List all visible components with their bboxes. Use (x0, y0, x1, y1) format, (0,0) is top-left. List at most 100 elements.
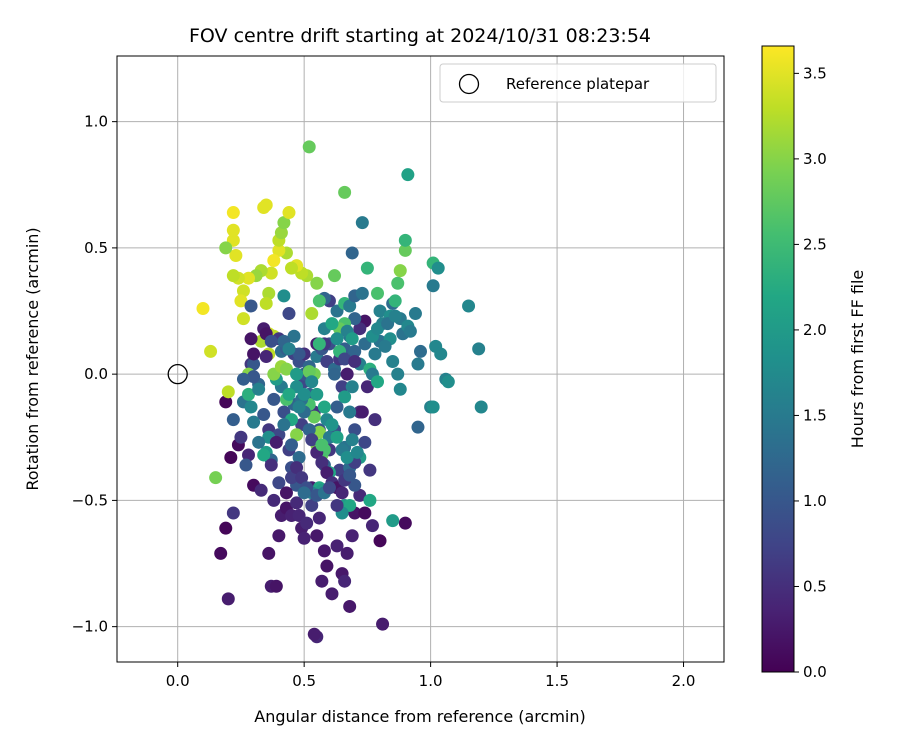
data-point (343, 599, 357, 613)
data-point (229, 248, 243, 262)
data-point (317, 400, 331, 414)
data-point (279, 486, 293, 500)
x-tick-label: 1.0 (419, 672, 443, 690)
data-point (292, 347, 306, 361)
data-point (267, 254, 281, 268)
data-point (345, 332, 359, 346)
data-point (373, 534, 387, 548)
y-axis-ticks: −1.0 −0.5 0.0 0.5 1.0 (72, 113, 117, 636)
colorbar-tick-label: 3.0 (803, 150, 827, 168)
data-point (226, 269, 240, 283)
data-point (360, 380, 374, 394)
data-point (348, 423, 362, 437)
data-point (360, 261, 374, 275)
legend-reference-marker (458, 73, 480, 95)
data-point (355, 216, 369, 230)
data-point (292, 450, 306, 464)
data-point (285, 438, 299, 452)
colorbar-tick-label: 2.5 (803, 235, 827, 253)
data-point (307, 410, 321, 424)
data-point (290, 428, 304, 442)
data-point (267, 392, 281, 406)
data-point (393, 382, 407, 396)
colorbar-ticks: 0.0 0.5 1.0 1.5 2.0 2.5 3.0 3.5 (794, 64, 827, 681)
data-point (315, 456, 329, 470)
data-point (285, 471, 299, 485)
data-point (259, 198, 273, 212)
colorbar-gradient (761, 45, 795, 673)
data-point (269, 579, 283, 593)
data-point (236, 372, 250, 386)
data-point (343, 405, 357, 419)
data-point (358, 506, 372, 520)
data-point (196, 302, 210, 315)
data-point (411, 420, 425, 434)
data-point (363, 493, 377, 507)
y-tick-label: −0.5 (72, 491, 108, 509)
data-point (340, 367, 354, 381)
data-point (335, 380, 349, 394)
data-point (224, 450, 238, 464)
data-point (257, 448, 271, 462)
data-point (269, 435, 283, 449)
data-point (277, 418, 291, 432)
data-points (196, 140, 488, 644)
data-point (290, 496, 304, 510)
data-point (315, 574, 329, 588)
data-point (371, 375, 385, 389)
x-tick-label: 2.0 (672, 672, 696, 690)
data-point (267, 493, 281, 507)
data-point (290, 461, 304, 475)
data-point (254, 483, 268, 497)
data-point (262, 286, 276, 300)
data-point (234, 294, 248, 308)
data-point (285, 261, 299, 275)
data-point (398, 516, 412, 530)
data-point (264, 334, 278, 348)
plot-frame (116, 55, 725, 663)
data-point (386, 514, 400, 528)
data-point (292, 400, 306, 414)
data-point (388, 294, 402, 308)
data-point (226, 506, 240, 520)
data-point (302, 140, 316, 154)
data-point (398, 243, 412, 257)
x-tick-label: 0.5 (292, 672, 316, 690)
data-point (252, 382, 266, 396)
x-tick-label: 1.5 (545, 672, 569, 690)
data-point (322, 481, 336, 495)
data-point (295, 471, 309, 485)
data-point (388, 309, 402, 323)
data-point (277, 289, 291, 303)
data-point (282, 342, 296, 356)
data-point (403, 324, 417, 338)
data-point (236, 284, 250, 298)
data-point (355, 286, 369, 300)
data-point (338, 185, 352, 199)
data-point (312, 337, 326, 351)
data-point (371, 322, 385, 336)
data-point (335, 486, 349, 500)
data-point (355, 405, 369, 419)
data-point (310, 276, 324, 290)
data-point (426, 400, 440, 414)
data-point (259, 349, 273, 363)
data-point (391, 367, 405, 381)
data-point (328, 269, 342, 283)
data-point (426, 279, 440, 293)
data-point (431, 261, 445, 275)
data-point (391, 276, 405, 290)
data-point (330, 539, 344, 553)
y-tick-label: 0.5 (84, 239, 108, 257)
data-point (343, 299, 357, 313)
y-tick-label: −1.0 (72, 618, 108, 636)
data-point (239, 458, 253, 472)
data-point (368, 347, 382, 361)
data-point (219, 521, 233, 535)
data-point (221, 385, 235, 399)
data-point (414, 344, 427, 358)
colorbar-tick-label: 2.0 (803, 321, 827, 339)
data-point (264, 266, 278, 280)
data-point (345, 380, 359, 394)
data-point (338, 390, 352, 404)
